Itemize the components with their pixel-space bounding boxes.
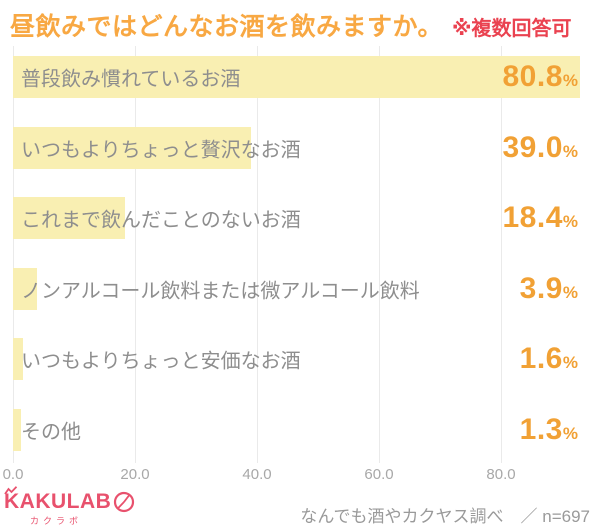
gridline [13, 46, 14, 463]
category-label: いつもよりちょっと安価なお酒 [21, 350, 301, 373]
value-label: 18.4% [502, 201, 578, 235]
gridline [379, 46, 380, 463]
value-label: 1.6% [520, 342, 578, 376]
category-label: ノンアルコール飲料または微アルコール飲料 [21, 280, 420, 302]
value-label: 1.3% [520, 413, 578, 447]
category-label: いつもよりちょっと贅沢なお酒 [21, 139, 301, 161]
category-label: これまで飲んだことのないお酒 [21, 209, 301, 232]
value-number: 1.6 [519, 342, 563, 375]
x-tick-label: 0.0 [2, 466, 24, 483]
gridline [501, 46, 502, 463]
gridline [135, 46, 136, 463]
logo-wordmark: KAKULAB [4, 490, 112, 513]
survey-source-text: なんでも酒やカクヤス調べ ／ n=697 [300, 507, 590, 526]
logo-katakana: カクラボ [29, 516, 82, 526]
trendline-icon [4, 486, 18, 495]
value-number: 80.8 [502, 60, 563, 93]
value-percent-sign: % [562, 353, 578, 372]
value-percent-sign: % [562, 212, 578, 231]
page-title: 昼飲みではどんなお酒を飲みますか。 [10, 13, 444, 41]
bar-chart: 普段飲み慣れているお酒 80.8% いつもよりちょっと贅沢なお酒 39.0% こ… [0, 46, 600, 463]
value-label: 80.8% [502, 60, 578, 94]
value-number: 39.0 [502, 130, 563, 164]
multiple-answer-note: ※複数回答可 [452, 18, 572, 40]
x-tick-label: 60.0 [364, 466, 394, 483]
value-number: 18.4 [502, 201, 563, 234]
bar [13, 267, 37, 310]
logo-row: KAKULAB [4, 486, 135, 513]
value-percent-sign: % [562, 282, 578, 302]
value-number: 1.3 [519, 412, 563, 446]
category-label: その他 [21, 421, 81, 443]
value-label: 3.9% [520, 272, 578, 306]
bar-row: いつもよりちょっと贅沢なお酒 39.0% [0, 126, 600, 169]
x-axis: 0.0 20.0 40.0 60.0 80.0 [0, 466, 600, 486]
bar-row: その他 1.3% [0, 408, 600, 451]
bar [13, 408, 21, 451]
chart-header: 昼飲みではどんなお酒を飲みますか。 ※複数回答可 [10, 7, 571, 43]
x-tick-label: 80.0 [486, 466, 516, 483]
bar [13, 56, 580, 98]
bar-row: 普段飲み慣れているお酒 80.8% [0, 56, 600, 98]
bar-row: いつもよりちょっと安価なお酒 1.6% [0, 338, 600, 380]
x-tick-label: 20.0 [120, 466, 150, 483]
value-percent-sign: % [562, 141, 578, 161]
value-number: 3.9 [519, 271, 563, 305]
value-label: 39.0% [502, 131, 578, 165]
category-label: 普段飲み慣れているお酒 [21, 68, 241, 91]
kakulab-logo: KAKULAB カクラボ [4, 486, 135, 527]
bar-row: これまで飲んだことのないお酒 18.4% [0, 197, 600, 239]
value-percent-sign: % [562, 71, 578, 90]
bar [13, 126, 251, 169]
gridline [257, 46, 258, 463]
value-percent-sign: % [562, 423, 578, 443]
pie-chart-icon [114, 491, 135, 513]
x-tick-label: 40.0 [242, 466, 272, 483]
bar-row: ノンアルコール飲料または微アルコール飲料 3.9% [0, 267, 600, 310]
bar [13, 338, 23, 380]
bar [13, 197, 125, 239]
